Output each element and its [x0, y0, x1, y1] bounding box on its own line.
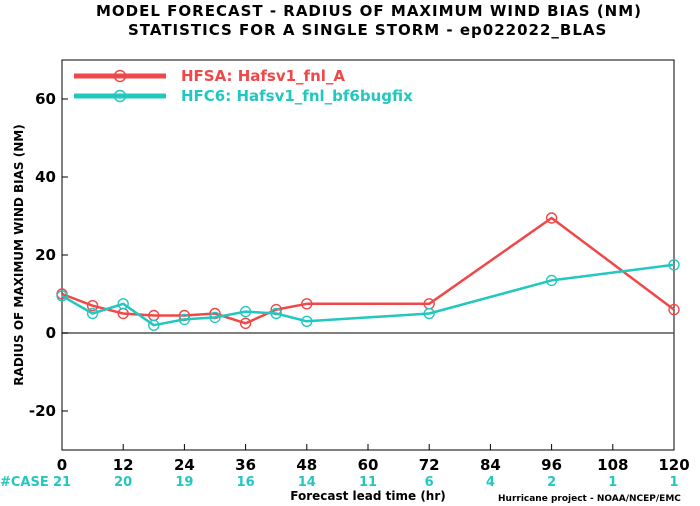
case-count: 6	[425, 475, 434, 490]
case-count: 1	[608, 475, 617, 490]
series-1-point-3	[148, 319, 160, 331]
axis-ticks	[61, 98, 675, 450]
series-1-point-2	[117, 298, 129, 310]
y-tick-label: 0	[46, 324, 56, 342]
chart-subtitle: STATISTICS FOR A SINGLE STORM - ep022022…	[128, 21, 607, 39]
y-axis-label: RADIUS OF MAXIMUM WIND BIAS (NM)	[12, 124, 26, 385]
plot-frame	[61, 59, 675, 451]
series-1-point-8	[301, 315, 313, 327]
y-tick-label: 60	[35, 90, 56, 108]
case-count: 16	[237, 475, 255, 490]
series-0-point-10	[545, 212, 558, 224]
series-0-point-8	[301, 298, 313, 310]
legend-marker-hfsa	[113, 69, 127, 83]
case-count: 14	[298, 475, 316, 490]
series-1-point-7	[270, 307, 282, 320]
series-1-point-5	[209, 311, 221, 324]
series-0-point-11	[668, 303, 680, 316]
series-layer	[56, 212, 680, 331]
y-tick-labels: -20 0 20 40 60	[29, 90, 56, 420]
case-count: 11	[359, 475, 377, 490]
series-1-point-6	[239, 305, 252, 318]
series-1-point-9	[423, 307, 435, 320]
legend-label-hfsa: HFSA: Hafsv1_fnl_A	[181, 67, 345, 85]
series-line-0	[61, 216, 675, 325]
x-tick-label: 108	[597, 456, 628, 474]
x-tick-label: 0	[57, 456, 67, 474]
case-count: 19	[175, 475, 193, 490]
series-0-point-6	[239, 317, 252, 329]
series-1-point-11	[668, 259, 680, 271]
series-1-point-10	[545, 274, 558, 287]
case-count: 21	[53, 475, 71, 490]
y-tick-label: -20	[29, 402, 56, 420]
series-0-point-1	[86, 300, 99, 312]
x-tick-label: 48	[296, 456, 317, 474]
case-count: 4	[486, 475, 495, 490]
series-1-point-4	[178, 313, 191, 326]
case-label: #CASE	[0, 475, 49, 490]
series-1-point-1	[86, 307, 99, 320]
case-count: 1	[669, 475, 678, 490]
legend-label-hfc6: HFC6: Hafsv1_fnl_bf6bugfix	[181, 87, 413, 105]
y-tick-label: 20	[35, 246, 56, 264]
case-count: 20	[114, 475, 132, 490]
y-tick-label: 40	[35, 168, 56, 186]
case-counts: 21 20 19 16 14 11 6 4 2 1 1	[53, 475, 679, 490]
legend-marker-hfc6	[113, 89, 127, 103]
x-tick-labels: 0 12 24 36 48 60 72 84 96 108 120	[57, 456, 690, 474]
x-tick-label: 84	[480, 456, 501, 474]
credit-text: Hurricane project - NOAA/NCEP/EMC	[498, 494, 681, 504]
case-count: 2	[547, 475, 556, 490]
x-tick-label: 36	[235, 456, 256, 474]
x-tick-label: 120	[658, 456, 689, 474]
x-axis-label: Forecast lead time (hr)	[290, 489, 446, 503]
x-tick-label: 24	[174, 456, 195, 474]
x-tick-label: 60	[358, 456, 379, 474]
x-tick-label: 72	[419, 456, 440, 474]
series-1-point-0	[56, 290, 68, 302]
chart-title: MODEL FORECAST - RADIUS OF MAXIMUM WIND …	[96, 2, 642, 20]
legend: HFSA: Hafsv1_fnl_A HFC6: Hafsv1_fnl_bf6b…	[74, 67, 413, 105]
x-tick-label: 96	[541, 456, 562, 474]
x-tick-label: 12	[113, 456, 134, 474]
